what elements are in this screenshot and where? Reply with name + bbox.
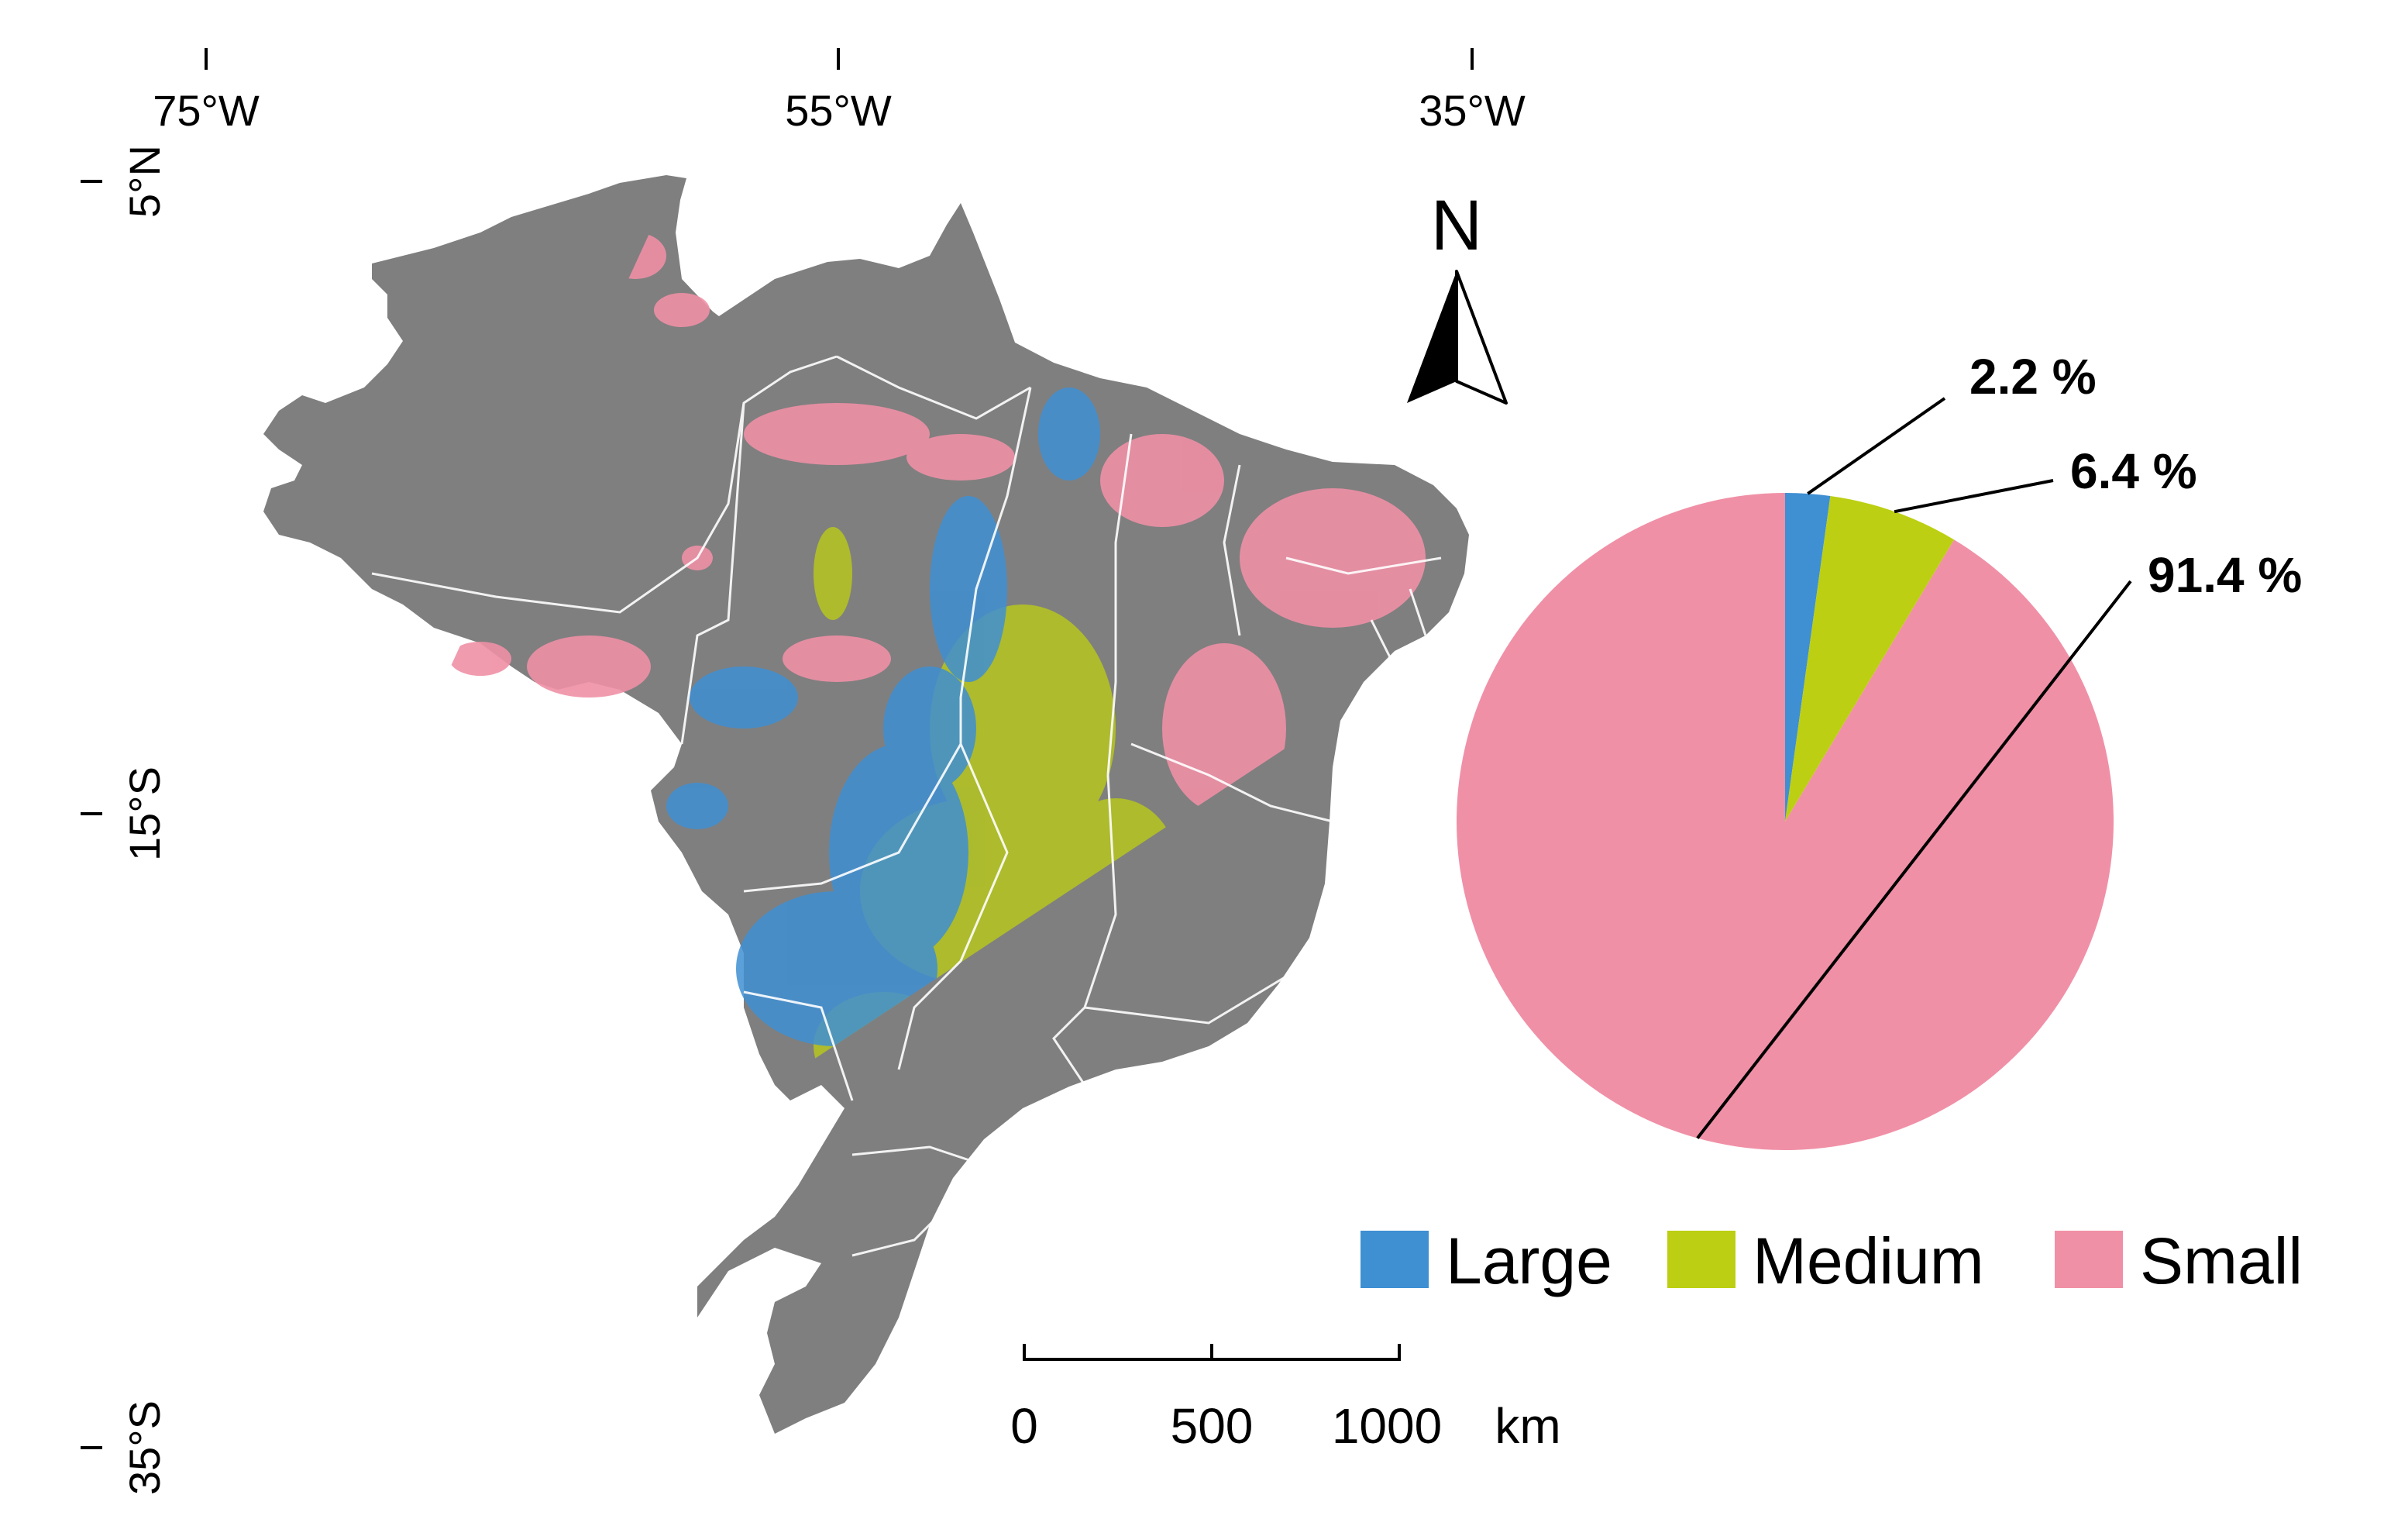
legend-swatch-medium [1667,1231,1735,1288]
legend-swatch-small [2055,1231,2123,1288]
north-arrow-right-half [1455,270,1508,405]
latitude-ticks [81,180,102,1449]
legend-label-large: Large [1446,1224,1612,1297]
pie-chart [1457,493,2114,1150]
longitude-label-35w: 35°W [1419,86,1526,135]
large-area-patches [666,388,1100,1410]
north-arrow: N [1407,186,1508,405]
pie-slice-large [1785,493,1831,822]
legend: Large Medium Small [1361,1224,2303,1297]
pie-value-labels: 2.2 % 6.4 % 91.4 % [1696,349,2302,1139]
leader-line-small [1696,580,2132,1139]
north-arrow-left-half [1407,271,1457,403]
value-label-small: 91.4 % [2148,547,2302,603]
longitude-label-55w: 55°W [785,86,892,135]
value-label-medium: 6.4 % [2070,443,2197,499]
latitude-label-5n: 5°N [120,145,169,218]
latitude-label-15s: 15°S [120,766,169,861]
scale-bar-label-500: 500 [1171,1398,1254,1454]
scale-bar-label-0: 0 [1010,1398,1038,1454]
legend-label-medium: Medium [1753,1224,1984,1297]
longitude-label-75w: 75°W [153,86,260,135]
longitude-ticks [205,48,1474,70]
pie-slice-small [1457,493,2114,1150]
map: 75°W 55°W 35°W 5°N 15°S 35°S [81,48,1561,1495]
scale-bar-label-1000: 1000 [1332,1398,1442,1454]
pie-slice-medium [1785,496,1955,822]
legend-swatch-large [1361,1231,1429,1288]
latitude-label-35s: 35°S [120,1400,169,1495]
state-boundaries [371,355,1442,1257]
leader-line-large [1807,397,1946,495]
scale-bar: 0 500 1000 km [1010,1344,1561,1454]
north-arrow-label: N [1431,186,1482,265]
legend-label-small: Small [2140,1224,2303,1297]
scale-bar-unit: km [1495,1398,1560,1454]
value-label-large: 2.2 % [1969,349,2097,405]
leader-line-medium [1894,479,2054,514]
